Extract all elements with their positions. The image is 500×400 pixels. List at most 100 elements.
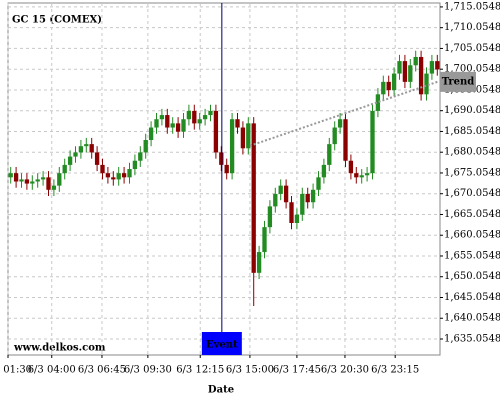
x-tick-label: 6/3 06:45: [78, 365, 126, 376]
candle-body: [359, 175, 364, 178]
y-tick-label: 1,670.0548: [444, 188, 500, 199]
candle-body: [402, 61, 408, 82]
candle-body: [435, 61, 440, 70]
candle-body: [170, 123, 175, 128]
candle-body: [35, 179, 40, 182]
y-tick-label: 1,675.0548: [444, 167, 500, 178]
candle-body: [354, 173, 359, 178]
candle-body: [413, 56, 418, 66]
candle-body: [116, 173, 121, 180]
y-tick-label: 1,680.0548: [444, 147, 500, 158]
candle-body: [283, 185, 289, 203]
y-tick-label: 1,655.0548: [444, 250, 500, 261]
x-tick-label: 6/3 17:45: [273, 365, 321, 376]
candle-body: [332, 127, 337, 145]
candle-body: [143, 139, 148, 153]
candle-body: [127, 169, 132, 178]
candle-body: [375, 94, 381, 111]
candle-body: [424, 73, 429, 95]
candle-body: [192, 110, 197, 124]
candle-body: [13, 173, 19, 182]
candle-body: [343, 119, 348, 161]
candle-body: [386, 81, 391, 91]
y-tick-label: 1,650.0548: [444, 271, 500, 282]
candle-body: [219, 152, 224, 165]
candle-body: [418, 56, 424, 95]
candle-body: [316, 177, 321, 190]
plot-area: [7, 2, 441, 356]
candle-body: [305, 193, 310, 203]
event-tag: [201, 332, 242, 355]
candle-body: [397, 61, 402, 74]
y-tick-label: 1,700.0548: [444, 64, 500, 75]
candle-body: [348, 160, 354, 174]
candle-body: [73, 152, 78, 157]
chart-title: GC 15 (COMEX): [12, 15, 102, 26]
candle-body: [181, 119, 186, 132]
candle-body: [159, 115, 165, 120]
candle-body: [94, 152, 100, 165]
candle-body: [78, 146, 84, 153]
y-tick-label: 1,645.0548: [444, 292, 500, 303]
candle-body: [278, 185, 283, 194]
candle-body: [429, 61, 435, 74]
candle-body: [40, 177, 46, 180]
candle-body: [208, 110, 213, 116]
candle-body: [213, 110, 219, 153]
candle-body: [364, 173, 370, 176]
candle-body: [84, 144, 89, 147]
candle-body: [246, 123, 251, 149]
x-tick-label: 6/3 15:00: [226, 365, 274, 376]
candle-body: [46, 177, 51, 190]
y-tick-label: 1,665.0548: [444, 209, 500, 220]
candle-body: [197, 119, 202, 124]
candle-body: [289, 202, 294, 223]
y-tick-label: 1,660.0548: [444, 230, 500, 241]
candle-body: [67, 156, 73, 165]
candle-body: [186, 110, 192, 120]
x-tick-label: 6/3 09:30: [124, 365, 172, 376]
candle-body: [229, 119, 235, 174]
y-tick-label: 1,715.0548: [444, 1, 500, 12]
x-axis-title: Date: [208, 385, 234, 396]
candle-body: [51, 185, 57, 190]
candle-body: [235, 119, 240, 128]
y-tick-label: 1,705.0548: [444, 43, 500, 54]
candle-body: [321, 164, 327, 178]
candle-body: [337, 119, 343, 128]
candle-body: [240, 127, 246, 149]
candle-body: [100, 164, 105, 174]
x-tick-label: 6/3 23:15: [371, 365, 419, 376]
event-label: Event: [206, 340, 238, 351]
candle-body: [310, 189, 316, 203]
trend-label: Trend: [442, 76, 475, 87]
source: www.delkos.com: [13, 343, 106, 354]
candle-body: [8, 173, 13, 178]
candle-body: [202, 115, 208, 120]
x-tick-label: 6/3 04:00: [28, 365, 76, 376]
y-tick-label: 1,690.0548: [444, 105, 500, 116]
candle-body: [391, 73, 397, 91]
candle-body: [256, 252, 262, 273]
y-tick-label: 1,685.0548: [444, 126, 500, 137]
candle-body: [294, 214, 300, 223]
y-tick-label: 1,635.0548: [444, 333, 500, 344]
x-tick-label: 6/3 12:15: [176, 365, 224, 376]
candle-body: [381, 81, 386, 95]
candle-body: [19, 179, 24, 182]
candle-body: [121, 173, 127, 178]
candle-body: [57, 173, 62, 186]
candle-body: [262, 227, 267, 253]
trend-tag: [440, 71, 476, 92]
candle-body: [62, 164, 67, 174]
candle-body: [300, 193, 305, 215]
candle-body: [111, 177, 116, 180]
candle-body: [24, 179, 30, 184]
candle-body: [224, 164, 229, 174]
y-tick-label: 1,640.0548: [444, 313, 500, 324]
candle-body: [105, 173, 111, 178]
candle-body: [273, 193, 278, 207]
candle-body: [89, 144, 94, 153]
x-tick-label: 6/3 20:30: [321, 365, 369, 376]
